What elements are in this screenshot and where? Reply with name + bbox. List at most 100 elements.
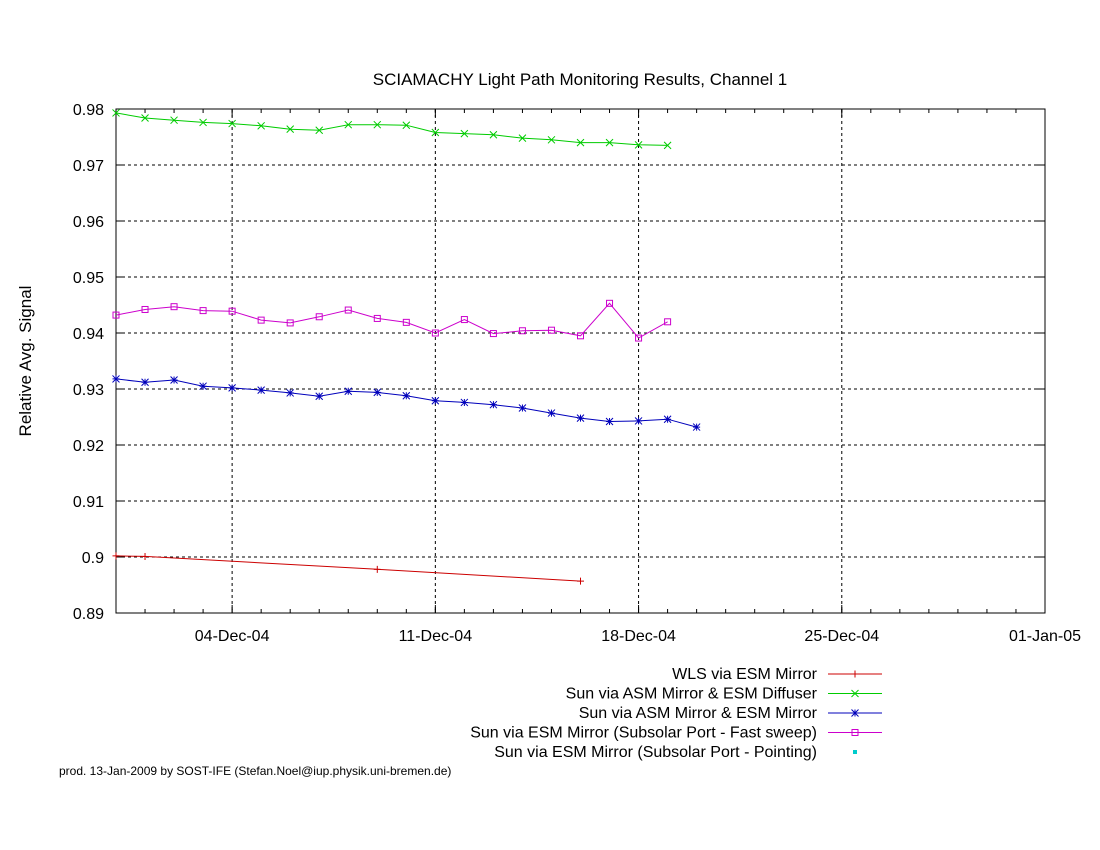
y-tick-label: 0.96 [73,214,104,231]
data-point [431,396,440,405]
data-point [344,306,352,314]
y-tick-label: 0.89 [73,606,104,623]
data-point [141,114,149,122]
chart-title: SCIAMACHY Light Path Monitoring Results,… [373,70,788,89]
data-point [344,120,353,129]
data-point [170,376,178,384]
data-point [141,305,149,313]
x-tick-label: 25-Dec-04 [804,628,879,645]
data-point [228,119,236,128]
data-point [577,577,584,585]
data-point [489,330,497,338]
data-point [141,378,149,387]
data-point [431,128,440,137]
x-tick-label: 18-Dec-04 [601,628,676,645]
y-tick-label: 0.98 [73,102,104,119]
y-tick-label: 0.95 [73,270,104,287]
data-point [373,120,382,129]
data-point [606,299,614,307]
data-point [663,141,672,150]
data-point [286,389,295,397]
data-point [547,135,556,144]
data-point [634,140,643,149]
data-point [257,386,266,394]
data-point [199,307,207,315]
data-point [547,326,555,334]
y-tick-label: 0.94 [73,326,104,343]
y-axis-label: Relative Avg. Signal [16,286,35,437]
data-point [373,314,381,322]
data-point [577,332,584,340]
data-point [112,311,120,319]
data-point [199,382,207,391]
legend-label: Sun via ASM Mirror & ESM Diffuser [566,686,818,703]
data-point [257,316,265,324]
legend-label: Sun via ASM Mirror & ESM Mirror [579,705,818,722]
plot-series [112,109,701,585]
data-point [170,303,178,311]
series-4 [112,299,672,342]
data-point [112,552,120,560]
data-point [257,121,266,130]
data-point [605,417,614,426]
y-tick-label: 0.97 [73,158,104,175]
data-point [518,404,527,412]
data-point [692,423,701,431]
data-point [518,327,526,335]
data-point [315,126,324,135]
y-tick-label: 0.9 [82,550,104,567]
data-point [460,129,469,138]
legend: WLS via ESM Mirror Sun via ASM Mirror & E… [470,666,882,761]
series-line [115,302,668,339]
data-point [112,109,120,117]
data-point [402,318,410,326]
legend-marker [851,670,859,678]
data-point [460,316,468,324]
legend-marker [853,750,857,754]
data-point [663,415,672,424]
data-point [634,417,643,425]
x-tick-label: 11-Dec-04 [399,628,473,645]
data-point [228,307,236,315]
x-tick-labels: 04-Dec-04 11-Dec-04 18-Dec-04 25-Dec-04 01-J… [195,628,1081,645]
footer-credit: prod. 13-Jan-2009 by SOST-IFE (Stefan.No… [59,764,451,778]
data-point [576,414,585,422]
data-point [315,392,324,401]
y-tick-label: 0.93 [73,382,104,399]
data-point [286,125,295,134]
x-tick-label: 01-Jan-05 [1009,628,1081,645]
legend-marker [851,729,859,736]
data-point [402,121,411,130]
y-tick-label: 0.92 [73,438,104,455]
data-point [431,329,439,337]
grid-lines [116,109,1045,613]
legend-marker [851,689,859,698]
series-3 [112,375,701,431]
y-tick-label: 0.91 [73,494,104,511]
data-point [576,138,585,147]
data-point [228,384,236,392]
data-point [344,387,353,396]
series-1 [112,552,584,585]
x-tick-label: 04-Dec-04 [195,628,270,645]
data-point [141,552,149,560]
data-point [605,138,614,147]
data-point [402,391,411,400]
series-line [115,112,668,146]
y-tick-labels: 0.89 0.9 0.91 0.92 0.93 0.94 0.95 0.96 0.97 0.98 [73,102,104,623]
data-point [286,319,294,327]
legend-label: Sun via ESM Mirror (Subsolar Port - Fast… [470,725,817,742]
data-point [547,409,556,417]
data-point [315,313,323,321]
data-point [373,388,382,397]
data-point [373,565,381,573]
data-point [460,398,469,407]
data-point [199,118,207,127]
data-point [518,134,527,142]
data-point [664,318,672,326]
legend-label: Sun via ESM Mirror (Subsolar Port - Poin… [494,744,817,761]
data-point [489,130,498,139]
series-2 [112,109,672,150]
legend-label: WLS via ESM Mirror [672,666,818,683]
